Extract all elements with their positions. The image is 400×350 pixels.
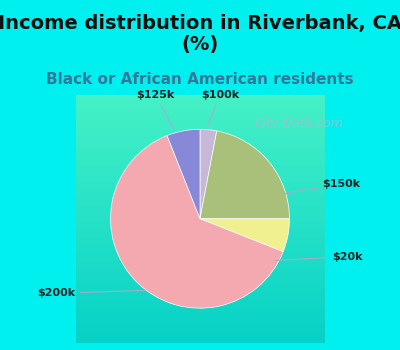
Wedge shape — [167, 129, 200, 219]
Wedge shape — [110, 135, 283, 308]
Text: City-Data.com: City-Data.com — [255, 117, 344, 130]
Text: Income distribution in Riverbank, CA
(%): Income distribution in Riverbank, CA (%) — [0, 14, 400, 54]
Wedge shape — [200, 219, 290, 252]
Text: $125k: $125k — [136, 90, 174, 129]
Wedge shape — [200, 129, 217, 219]
Text: $150k: $150k — [284, 179, 360, 194]
Text: Black or African American residents: Black or African American residents — [46, 72, 354, 87]
Text: $20k: $20k — [275, 252, 362, 261]
Text: $100k: $100k — [201, 90, 239, 126]
Text: $200k: $200k — [37, 288, 146, 298]
Wedge shape — [200, 131, 290, 219]
